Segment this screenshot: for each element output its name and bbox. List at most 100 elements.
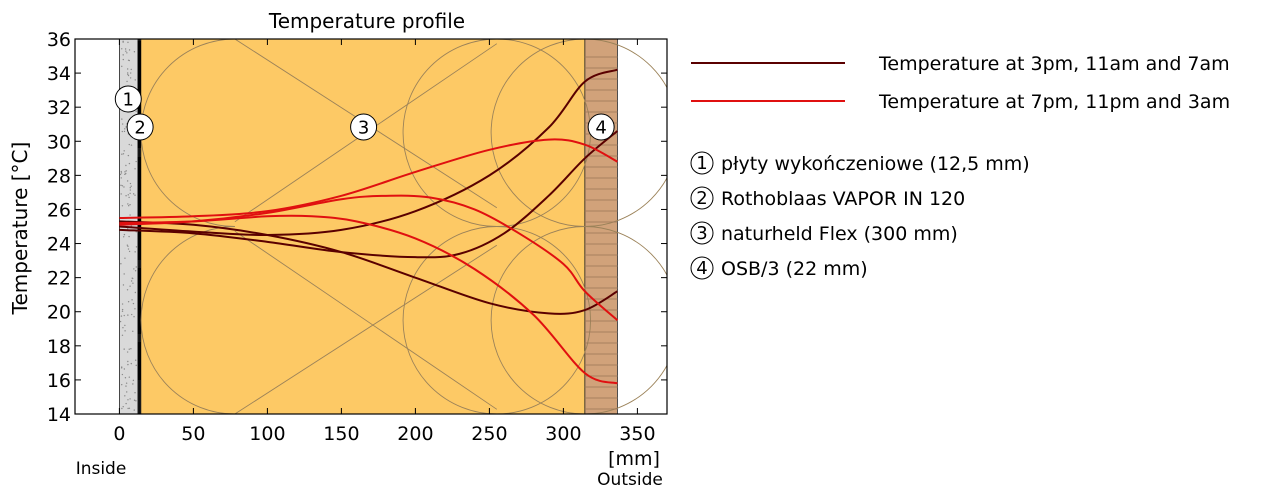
plasterboard-speckle: [128, 49, 131, 51]
legend-layer-marker-3: [690, 221, 714, 245]
plasterboard-speckle: [125, 382, 128, 384]
temperature-lines: [119, 68, 619, 385]
plasterboard-speckle: [126, 391, 128, 393]
y-tick-label: 18: [47, 336, 71, 358]
plasterboard-speckle: [123, 233, 126, 236]
plasterboard-speckle: [135, 160, 137, 163]
plasterboard-speckle: [127, 248, 130, 250]
plasterboard-speckle: [127, 245, 129, 247]
plasterboard-speckle: [121, 65, 123, 68]
y-tick-label: 14: [47, 404, 71, 426]
outside-label: Outside: [597, 470, 663, 490]
legend-layer-number: 1: [696, 153, 707, 174]
plasterboard-speckle: [124, 377, 127, 379]
plasterboard-speckle: [124, 324, 126, 327]
layer-marker-number: 4: [595, 118, 606, 139]
plasterboard-speckle: [126, 244, 129, 246]
plasterboard-speckle: [122, 153, 125, 155]
plasterboard-speckle: [119, 320, 122, 323]
plasterboard-speckle: [129, 72, 132, 74]
plasterboard-speckle: [123, 273, 125, 275]
legend-layer-number: 3: [696, 223, 707, 244]
temperature-line-2: [119, 130, 619, 259]
temperature-line-1: [119, 68, 618, 237]
plasterboard-speckle: [122, 284, 125, 286]
plasterboard-speckle: [120, 367, 123, 369]
axis-ticks: 0 50 100 150 200 250 300 3501416182022242628303…: [47, 29, 667, 445]
plasterboard-speckle: [128, 235, 130, 238]
plasterboard-speckle: [122, 405, 124, 408]
plasterboard-speckle: [124, 128, 126, 130]
plasterboard-speckle: [122, 54, 124, 56]
temperature-line-4: [119, 138, 618, 219]
y-tick-label: 30: [47, 131, 71, 153]
plasterboard-speckle: [124, 48, 127, 50]
plasterboard-speckle: [123, 348, 125, 350]
plasterboard-speckle: [131, 277, 133, 279]
plasterboard-speckle: [135, 266, 137, 268]
plasterboard-speckle: [134, 79, 136, 81]
plasterboard-speckle: [126, 289, 129, 291]
plasterboard-speckle: [132, 193, 135, 195]
y-tick-label: 28: [47, 165, 71, 187]
legend-layer-number: 2: [696, 188, 707, 209]
legend-label-1: Temperature at 3pm, 11am and 7am: [878, 53, 1230, 75]
plasterboard-speckle: [129, 189, 132, 191]
chart-title: Temperature profile: [268, 9, 465, 33]
plasterboard-speckle: [128, 59, 131, 62]
plasterboard-speckle: [128, 250, 131, 253]
insulation-curve: [402, 226, 591, 414]
x-tick-label: 0: [113, 423, 125, 445]
plasterboard-speckle: [134, 168, 136, 170]
plasterboard-speckle: [123, 236, 125, 238]
plasterboard-speckle: [135, 110, 137, 112]
plasterboard-speckle: [132, 379, 135, 382]
plasterboard-speckle: [132, 330, 134, 332]
plasterboard-speckle: [127, 205, 130, 207]
plasterboard-speckle: [121, 334, 124, 336]
plasterboard-speckle: [124, 171, 126, 173]
plasterboard-speckle: [126, 80, 128, 83]
plasterboard-speckle: [123, 130, 126, 133]
layer-marker-number: 3: [358, 118, 369, 139]
legend-layer-label-4: OSB/3 (22 mm): [721, 258, 868, 280]
plasterboard-speckle: [128, 143, 130, 146]
axes-box: [74, 38, 668, 415]
plasterboard-speckle: [135, 400, 137, 402]
plasterboard-speckle: [125, 402, 127, 405]
plasterboard-speckle: [125, 50, 127, 52]
legend-layer-label-2: Rothoblaas VAPOR IN 120: [721, 188, 965, 210]
plasterboard-speckle: [127, 203, 129, 205]
plasterboard-speckle: [129, 214, 131, 216]
plasterboard-speckle: [132, 383, 134, 385]
plasterboard-speckle: [121, 48, 123, 50]
plasterboard-speckle: [121, 130, 124, 133]
plasterboard-speckle: [127, 194, 129, 196]
plasterboard-speckle: [124, 330, 126, 332]
plot-frame: [74, 38, 668, 415]
plasterboard-speckle: [124, 395, 126, 397]
plasterboard-speckle: [126, 351, 129, 353]
y-tick-label: 24: [47, 234, 71, 256]
plasterboard-speckle: [121, 303, 124, 305]
plasterboard-speckle: [131, 313, 133, 316]
x-tick-label: 50: [181, 423, 205, 445]
plasterboard-speckle: [134, 392, 136, 394]
inside-label: Inside: [76, 459, 127, 479]
plasterboard-speckle: [129, 285, 131, 287]
plasterboard-speckle: [126, 52, 128, 54]
plasterboard-speckle: [134, 359, 137, 361]
x-axis-unit: [mm]: [608, 448, 660, 470]
plasterboard-speckle: [121, 308, 124, 311]
temperature-line-5: [119, 194, 619, 321]
legend-layer-label-3: naturheld Flex (300 mm): [721, 223, 958, 245]
legend-layer-marker-4: [690, 256, 714, 280]
plasterboard-speckle: [128, 376, 131, 378]
plasterboard-speckle: [122, 41, 124, 43]
plasterboard-speckle: [134, 251, 136, 253]
x-tick-label: 150: [323, 423, 359, 445]
plasterboard-speckle: [120, 170, 122, 173]
plasterboard-speckle: [134, 194, 136, 196]
plasterboard-speckle: [127, 154, 130, 157]
